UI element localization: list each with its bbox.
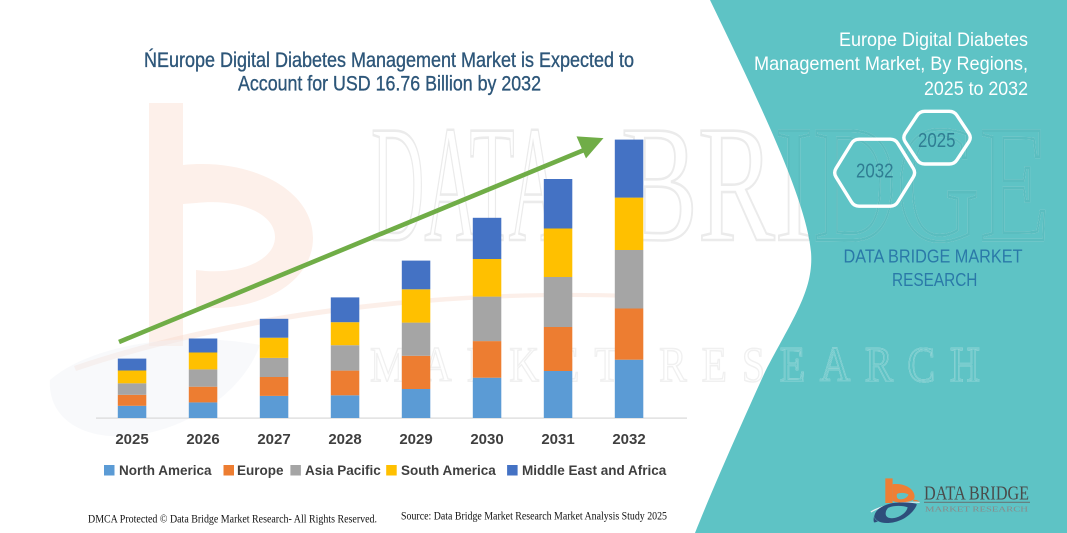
svg-text:Source: Data Bridge Market Res: Source: Data Bridge Market Research Mark… xyxy=(401,511,667,523)
svg-text:2030: 2030 xyxy=(470,431,503,448)
svg-text:MARKET RESEARCH: MARKET RESEARCH xyxy=(370,336,995,392)
svg-text:ŃEurope Digital Diabetes Manag: ŃEurope Digital Diabetes Management Mark… xyxy=(144,47,634,72)
svg-text:2032: 2032 xyxy=(612,431,645,448)
svg-text:DMCA Protected © Data Bridge M: DMCA Protected © Data Bridge Market Rese… xyxy=(88,514,377,526)
svg-text:Asia Pacific: Asia Pacific xyxy=(305,463,381,478)
svg-text:South America: South America xyxy=(401,463,496,478)
svg-text:2028: 2028 xyxy=(328,431,361,448)
svg-text:2025: 2025 xyxy=(918,130,956,152)
svg-text:MARKET RESEARCH: MARKET RESEARCH xyxy=(925,505,1029,514)
svg-text:Europe Digital Diabetes: Europe Digital Diabetes xyxy=(839,29,1028,51)
svg-text:Management Market, By Regions,: Management Market, By Regions, xyxy=(754,53,1028,75)
svg-text:2032: 2032 xyxy=(856,161,894,183)
svg-text:DATA BRIDGE: DATA BRIDGE xyxy=(924,483,1029,505)
svg-text:DATA: DATA xyxy=(371,92,562,277)
svg-text:2025: 2025 xyxy=(115,431,148,448)
svg-text:2029: 2029 xyxy=(399,431,432,448)
svg-text:Account for USD 16.76 Billion: Account for USD 16.76 Billion by 2032 xyxy=(238,72,541,96)
svg-text:Europe: Europe xyxy=(237,463,284,478)
svg-text:2027: 2027 xyxy=(257,431,290,448)
svg-text:BRIDGE: BRIDGE xyxy=(621,92,1050,277)
svg-text:2025 to 2032: 2025 to 2032 xyxy=(924,78,1028,100)
svg-text:Middle East and Africa: Middle East and Africa xyxy=(522,463,667,478)
svg-text:DATA BRIDGE MARKET: DATA BRIDGE MARKET xyxy=(844,247,1023,267)
svg-text:2026: 2026 xyxy=(186,431,219,448)
svg-text:2031: 2031 xyxy=(541,431,574,448)
svg-text:North America: North America xyxy=(119,463,212,478)
svg-text:RESEARCH: RESEARCH xyxy=(892,270,977,290)
